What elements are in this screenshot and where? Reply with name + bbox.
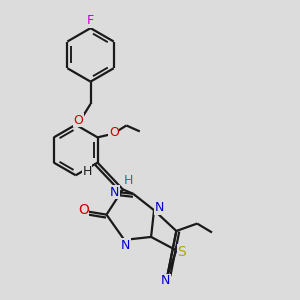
Text: N: N (121, 239, 130, 252)
Text: S: S (177, 245, 186, 259)
Text: H: H (124, 174, 134, 187)
Text: O: O (78, 203, 89, 217)
Text: H: H (82, 165, 92, 178)
Text: N: N (155, 201, 164, 214)
Text: N: N (110, 186, 119, 199)
Text: F: F (87, 14, 94, 27)
Text: O: O (74, 114, 84, 127)
Text: N: N (161, 274, 171, 287)
Text: O: O (109, 126, 119, 140)
